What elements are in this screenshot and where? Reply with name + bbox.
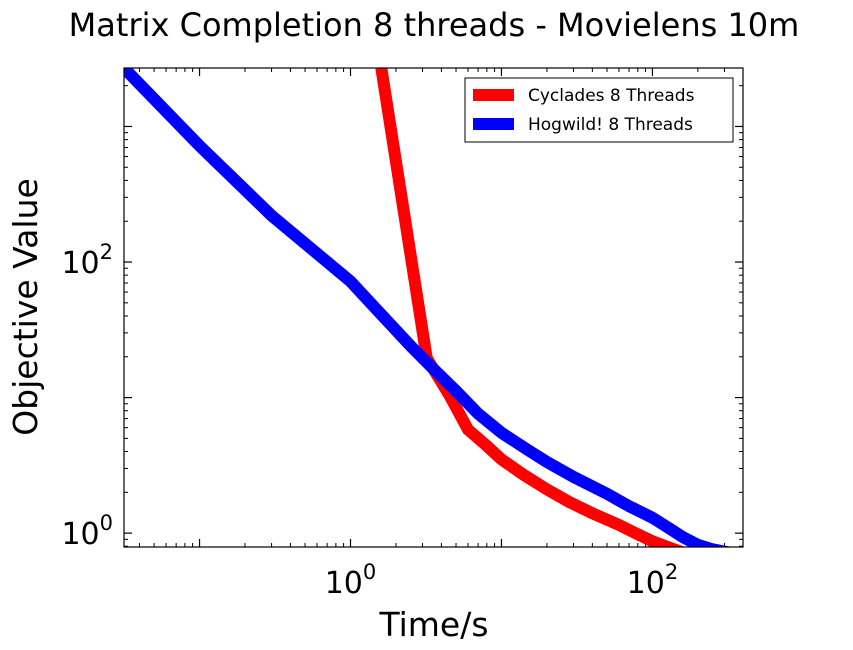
series-line-hogwild [124, 68, 733, 547]
legend-label: Hogwild! 8 Threads [528, 115, 693, 135]
y-axis-label: Objective Value [6, 178, 45, 436]
legend-label: Cyclades 8 Threads [528, 86, 695, 106]
plot-area [123, 67, 744, 548]
x-tick-label: 102 [627, 560, 679, 601]
plot-background [124, 68, 743, 547]
x-tick-label: 100 [325, 560, 377, 601]
chart-title: Matrix Completion 8 threads - Movielens … [69, 6, 800, 44]
y-tick-label: 100 [61, 511, 113, 552]
series-layer [124, 68, 733, 547]
x-tick-labels: 100 102 [325, 560, 678, 601]
plot-frame [123, 67, 744, 548]
x-axis-label: Time/s [378, 605, 488, 644]
series-line-cyclades [375, 68, 686, 547]
y-tick-labels: 100 102 [61, 240, 113, 552]
legend-frame [464, 77, 734, 143]
major-ticks [124, 68, 743, 547]
legend: Cyclades 8 Threads Hogwild! 8 Threads [464, 77, 734, 143]
y-tick-label: 102 [61, 240, 113, 281]
minor-ticks [124, 68, 743, 547]
